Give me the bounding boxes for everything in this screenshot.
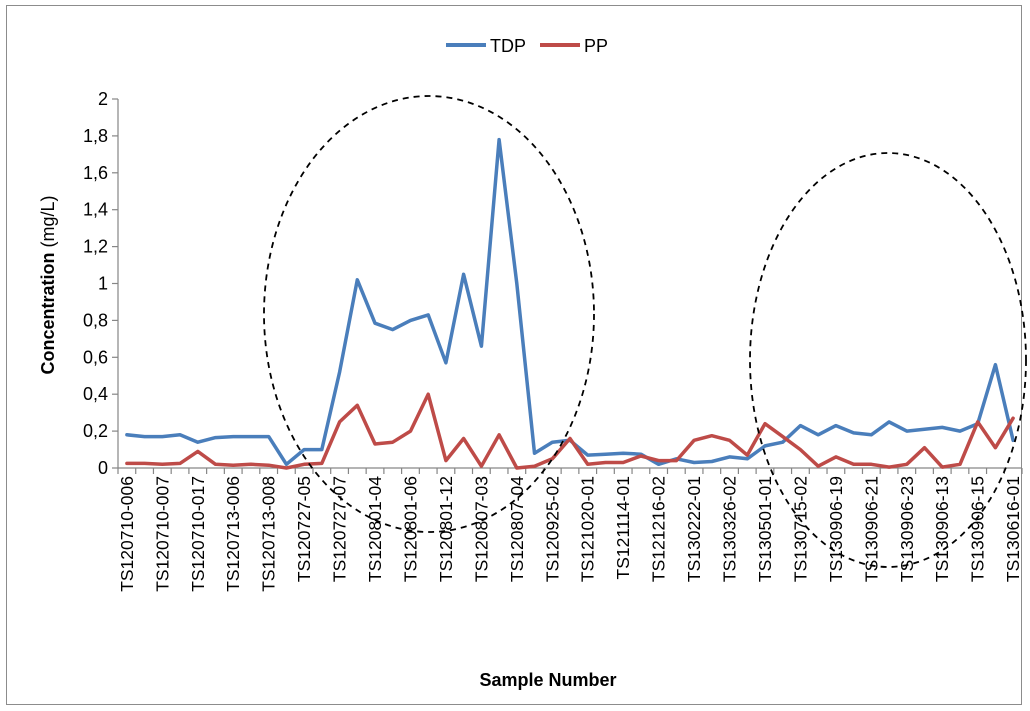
x-tick-label: TS130906-21: [861, 476, 881, 582]
x-tick-label: TS120727-07: [330, 476, 350, 582]
y-tick-label: 0,8: [83, 310, 108, 330]
x-tick-label: TS120801-04: [365, 476, 385, 582]
y-tick-label: 1,2: [83, 237, 108, 257]
series-lines: [125, 137, 1015, 470]
legend-label-pp: PP: [584, 36, 608, 56]
x-tick-label: TS130906-13: [932, 476, 952, 582]
x-tick-label: TS130715-02: [790, 476, 810, 582]
y-axis: 0 0,2 0,4 0,6 0,8 1 1,2 1,4 1,6 1,8 2: [83, 89, 119, 478]
y-axis-title: Concentration (mg/L): [38, 195, 58, 374]
x-axis: TS120710-006 TS120710-007 TS120710-017 TS12…: [117, 467, 1023, 592]
x-tick-label: TS130501-01: [755, 476, 775, 582]
x-tick-label: TS120925-02: [542, 476, 562, 582]
x-tick-label: TS120713-006: [223, 476, 243, 592]
y-tick-label: 1,6: [83, 163, 108, 183]
x-tick-label: TS130906-19: [826, 476, 846, 582]
annotations: [263, 95, 1027, 568]
x-tick-label: TS121216-02: [649, 476, 669, 582]
x-tick-label: TS130906-15: [968, 476, 988, 582]
x-tick-label: TS130326-02: [720, 476, 740, 582]
x-tick-label: TS120807-04: [507, 476, 527, 582]
y-tick-label: 1: [98, 274, 108, 294]
y-axis-title-unit: (mg/L): [38, 195, 58, 252]
series-line-pp: [125, 392, 1015, 470]
y-tick-label: 0,2: [83, 421, 108, 441]
x-tick-label: TS120713-008: [259, 476, 279, 592]
legend-label-tdp: TDP: [490, 36, 526, 56]
y-tick-label: 0: [98, 458, 108, 478]
highlight-ellipse-left: [263, 95, 595, 533]
y-tick-label: 2: [98, 89, 108, 109]
x-tick-label: TS120801-12: [436, 476, 456, 582]
x-tick-label: TS120727-05: [294, 476, 314, 582]
legend: TDP PP: [446, 36, 608, 56]
x-tick-label: TS130906-23: [897, 476, 917, 582]
y-tick-label: 1,8: [83, 126, 108, 146]
x-tick-label: TS120710-007: [152, 476, 172, 592]
x-axis-title: Sample Number: [479, 670, 616, 690]
y-tick-label: 1,4: [83, 200, 108, 220]
y-tick-label: 0,4: [83, 384, 108, 404]
y-tick-label: 0,6: [83, 347, 108, 367]
x-tick-label: TS130616-01: [1003, 476, 1023, 582]
x-tick-label: TS120807-03: [471, 476, 491, 582]
x-tick-label: TS130222-01: [684, 476, 704, 582]
x-tick-label: TS121114-01: [613, 476, 633, 579]
y-axis-title-bold: Concentration: [38, 253, 58, 375]
series-line-tdp: [125, 137, 1015, 467]
x-tick-label: TS121020-01: [578, 476, 598, 582]
x-tick-label: TS120710-006: [117, 476, 137, 592]
x-tick-label: TS120801-06: [400, 476, 420, 582]
highlight-ellipse-right: [749, 152, 1027, 568]
x-tick-label: TS120710-017: [188, 476, 208, 592]
chart-frame: [6, 5, 1022, 705]
